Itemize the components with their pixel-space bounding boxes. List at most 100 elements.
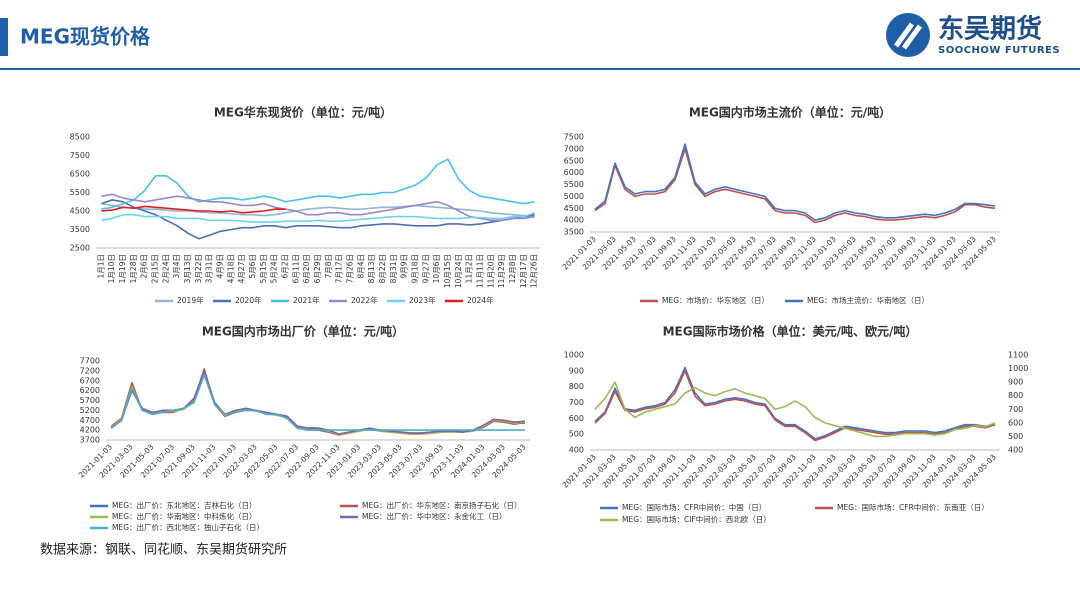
x-tick-label: 3月4日	[172, 254, 181, 279]
x-tick-label: 8月22日	[378, 254, 387, 283]
series-line	[110, 374, 525, 431]
x-tick-label: 4月9日	[216, 254, 225, 279]
x-tick-label: 3月31日	[205, 254, 214, 283]
legend-label: MEG：出厂价：华东地区：南京扬子石化（日）	[362, 500, 522, 510]
legend-label: MEG：国际市场：CFR中间价：东南亚（日）	[837, 502, 989, 512]
y-tick-label: 2500	[70, 244, 90, 253]
y-tick-label: 6200	[80, 386, 100, 395]
y-tick-label: 5500	[564, 180, 584, 189]
y-tick-label: 6500	[564, 156, 584, 165]
slide-title: MEG现货价格	[20, 25, 151, 49]
y2-tick-label: 700	[1008, 405, 1023, 414]
series-line	[594, 143, 996, 221]
x-tick-label: 3月22日	[194, 254, 203, 283]
y-tick-label: 7500	[70, 151, 90, 160]
logo-cn: 东吴期货	[938, 14, 1042, 45]
x-tick-label: 12月26日	[530, 254, 539, 288]
x-tick-label: 10月6日	[432, 254, 441, 283]
y2-tick-label: 400	[1008, 446, 1023, 455]
x-tick-label: 8月31日	[389, 254, 398, 283]
logo: 东吴期货 SOOCHOW FUTURES	[886, 13, 1060, 57]
y-tick-label: 4200	[80, 426, 100, 435]
x-tick-label: 9月18日	[410, 254, 419, 283]
y-tick-label: 7500	[564, 133, 584, 142]
legend-label: 2023年	[409, 295, 436, 305]
x-tick-label: 6月11日	[291, 254, 300, 283]
x-tick-label: 6月20日	[302, 254, 311, 283]
x-tick-label: 7月8日	[324, 254, 333, 279]
y-tick-label: 5200	[80, 406, 100, 415]
y-tick-label: 7200	[80, 366, 100, 375]
series-line	[101, 193, 535, 222]
y-tick-label: 4000	[564, 216, 584, 225]
x-tick-label: 5月6日	[248, 254, 257, 279]
y-tick-label: 400	[569, 446, 584, 455]
y-tick-label: 500	[569, 430, 584, 439]
y2-tick-label: 1100	[1008, 351, 1028, 360]
y-tick-label: 6500	[70, 170, 90, 179]
x-tick-label: 7月17日	[335, 254, 344, 283]
legend-label: MEG：出厂价：华中地区：永金化工（日）	[362, 511, 507, 521]
legend-label: MEG：市场价：华东地区（日）	[662, 295, 769, 305]
chart-title: MEG华东现货价（单位：元/吨）	[214, 105, 392, 120]
x-tick-label: 8月13日	[367, 254, 376, 283]
y-tick-label: 700	[569, 398, 584, 407]
legend-label: MEG：出厂价：西北地区：独山子石化（日）	[112, 522, 264, 532]
legend-label: 2024年	[467, 295, 494, 305]
legend-label: 2020年	[235, 295, 262, 305]
series-line	[110, 372, 525, 436]
y-tick-label: 4700	[80, 416, 100, 425]
x-tick-label: 9月27日	[421, 254, 430, 283]
series-line	[101, 202, 535, 218]
logo-en: SOOCHOW FUTURES	[938, 45, 1060, 56]
x-tick-label: 11月20日	[486, 254, 495, 288]
series-line	[110, 368, 525, 436]
header-accent	[0, 18, 8, 56]
y-tick-label: 3700	[80, 436, 100, 445]
legend-label: 2022年	[351, 295, 378, 305]
y-tick-label: 5700	[80, 396, 100, 405]
y-tick-label: 5500	[70, 188, 90, 197]
y-tick-label: 6700	[80, 376, 100, 385]
logo-icon	[886, 13, 930, 57]
x-tick-label: 9月9日	[400, 254, 409, 279]
y2-tick-label: 500	[1008, 432, 1023, 441]
chart-title: MEG国际市场价格（单位：美元/吨、欧元/吨）	[663, 324, 918, 339]
x-tick-label: 5月15日	[259, 254, 268, 283]
y-tick-label: 600	[569, 414, 584, 423]
x-tick-label: 10月15日	[443, 254, 452, 288]
series-line	[101, 205, 286, 214]
legend-label: MEG：出厂价：华南地区：中科炼化（日）	[112, 511, 257, 521]
x-tick-label: 1月10日	[107, 254, 116, 283]
source-note: 数据来源：钢联、同花顺、东吴期货研究所	[40, 542, 287, 558]
y-tick-label: 3500	[564, 228, 584, 237]
y-tick-label: 1000	[564, 351, 584, 360]
y2-tick-label: 800	[1008, 391, 1023, 400]
series-line	[594, 370, 996, 442]
legend-label: MEG：国际市场：CFR中间价：中国（日）	[622, 502, 766, 512]
y-tick-label: 4500	[564, 204, 584, 213]
x-tick-label: 12月8日	[508, 254, 517, 283]
x-tick-label: 2月15日	[151, 254, 160, 283]
legend-label: MEG：国际市场：CIF中间价：西北欧（日）	[622, 514, 771, 524]
y2-tick-label: 900	[1008, 378, 1023, 387]
x-tick-label: 6月29日	[313, 254, 322, 283]
chart-title: MEG国内市场主流价（单位：元/吨）	[689, 105, 891, 120]
x-tick-label: 4月18日	[226, 254, 235, 283]
y-tick-label: 900	[569, 366, 584, 375]
x-tick-label: 7月26日	[345, 254, 354, 283]
x-tick-label: 1月1日	[96, 254, 105, 279]
x-tick-label: 6月2日	[281, 254, 290, 279]
x-tick-label: 11月11日	[475, 254, 484, 288]
legend-label: MEG：市场主流价：华南地区（日）	[807, 295, 929, 305]
x-tick-label: 2月6日	[140, 254, 149, 279]
y-tick-label: 5000	[564, 192, 584, 201]
x-tick-label: 8月4日	[356, 254, 365, 279]
series-line	[101, 158, 535, 210]
series-line	[110, 374, 525, 435]
series-line	[594, 366, 996, 440]
x-tick-label: 11月29日	[497, 254, 506, 288]
x-tick-label: 12月17日	[519, 254, 528, 288]
x-tick-label: 10月24日	[454, 254, 463, 288]
